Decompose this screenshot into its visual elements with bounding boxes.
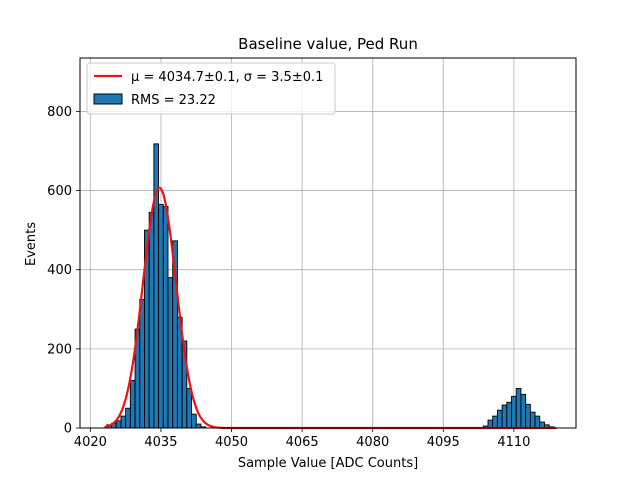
histogram-bar [120,415,127,429]
axis-ticks: 4020 4035 4050 4065 4080 4095 4110 0 200 400 600 80… [47,105,530,450]
histogram-bars [106,143,555,429]
histogram-bar [195,423,202,429]
histogram-bar [125,407,131,429]
histogram-bar [115,420,122,429]
histogram-bar [520,393,527,429]
legend-fit-label: μ = 4034.7±0.1, σ = 3.5±0.1 [131,70,323,85]
histogram-bar [153,143,160,429]
histogram-bar [139,298,145,429]
histogram-bar [186,387,192,429]
histogram-bar [525,403,531,429]
legend-histogram-patch-marker [93,93,123,105]
histogram-bar [511,395,517,429]
y-tick-label: 600 [47,184,72,199]
histogram-bar [506,401,512,429]
x-tick-label: 4035 [144,435,177,450]
y-tick-label: 200 [47,342,72,357]
y-tick-label: 400 [47,263,72,278]
x-tick-label: 4050 [215,435,248,450]
histogram-bar [534,415,541,429]
histogram-bar [158,203,164,429]
legend: μ = 4034.7±0.1, σ = 3.5±0.1 RMS = 23.22 [86,62,336,115]
histogram-bar [496,409,503,429]
histogram-bar [129,380,136,429]
histogram-bar [191,413,197,429]
legend-box [86,62,336,115]
x-tick-label: 4065 [286,435,319,450]
histogram-bar [515,387,522,429]
chart-title: Baseline value, Ped Run [238,35,418,53]
x-axis-label: Sample Value [ADC Counts] [238,456,418,471]
histogram-bar [148,211,155,429]
histogram-bar [487,419,494,429]
y-axis-label: Events [24,222,39,266]
x-tick-label: 4110 [497,435,530,450]
legend-histogram-label: RMS = 23.22 [131,93,216,108]
plot-frame [79,57,577,429]
x-tick-label: 4095 [427,435,460,450]
histogram-bar [529,411,536,429]
x-tick-label: 4020 [74,435,107,450]
x-tick-label: 4080 [356,435,389,450]
histogram-bar [167,277,174,429]
histogram-bar [501,404,508,429]
histogram-bar [162,205,169,429]
histogram-bar [492,415,498,429]
y-tick-label: 0 [64,422,72,437]
y-tick-label: 800 [47,105,72,120]
